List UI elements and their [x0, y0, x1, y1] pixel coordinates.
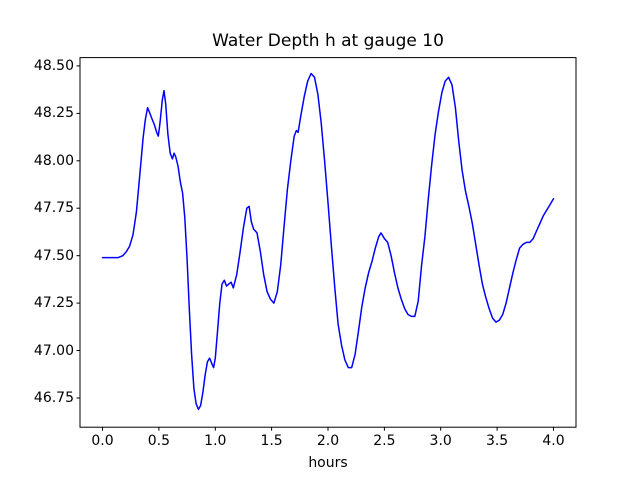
x-tick-label: 2.5: [373, 433, 396, 449]
chart-title: Water Depth h at gauge 10: [212, 31, 444, 51]
y-tick-label: 47.00: [33, 342, 74, 359]
y-tick-label: 48.00: [33, 152, 74, 169]
y-tick-label: 46.75: [33, 390, 74, 406]
x-tick-label: 0.5: [147, 433, 171, 449]
data-line: [101, 72, 555, 411]
x-tick-label: 2.0: [316, 433, 340, 449]
y-tick-label: 47.50: [33, 247, 74, 264]
y-tick-label: 47.75: [33, 200, 74, 217]
x-tick-label: 0.0: [91, 433, 114, 449]
y-tick-label: 48.50: [33, 57, 74, 74]
axes-frame: [79, 57, 577, 428]
y-tick-label: 48.25: [33, 105, 74, 122]
y-tick-label: 47.25: [33, 295, 74, 312]
x-tick-label: 3.5: [485, 433, 509, 449]
x-tick-label: 1.0: [204, 433, 227, 449]
x-tick-label: 4.0: [542, 433, 565, 449]
x-tick-label: 3.0: [429, 433, 452, 449]
x-axis-title: hours: [308, 455, 348, 471]
x-tick-label: 1.5: [260, 433, 283, 449]
